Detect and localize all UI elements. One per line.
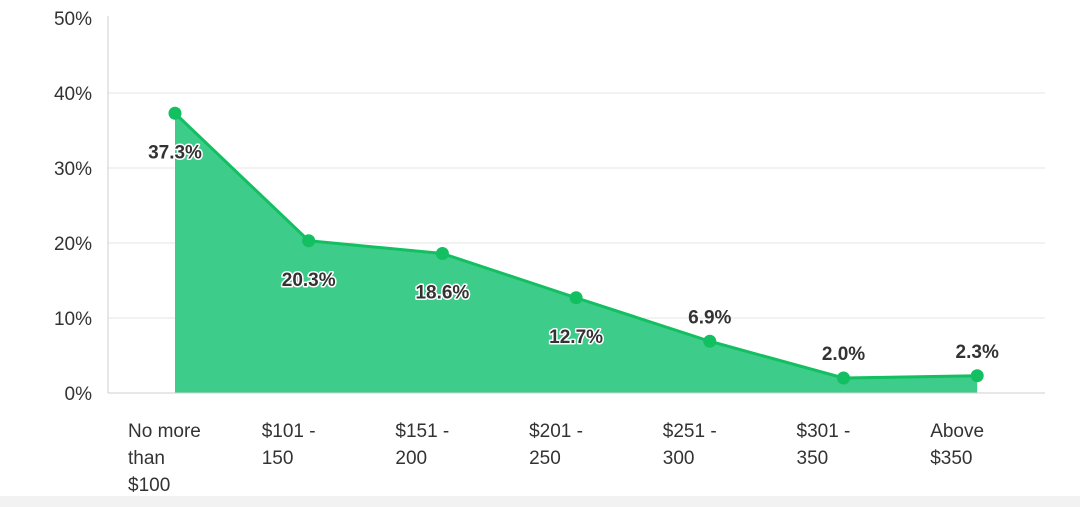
x-tick-label: $201 -250 <box>529 421 583 469</box>
data-point[interactable] <box>970 369 984 383</box>
data-labels: 37.3% 20.3% 18.6% 12.7% 6.9% 2.0% 2.3% <box>147 141 999 365</box>
x-tick-label: $251 -300 <box>663 421 717 469</box>
area-fill <box>175 113 978 393</box>
data-label: 6.9% <box>688 307 731 328</box>
y-tick-label: 50% <box>54 9 92 30</box>
data-label: 2.3% <box>956 342 999 363</box>
data-point[interactable] <box>569 291 583 305</box>
x-tick-label: Above $350 <box>930 421 984 469</box>
y-tick-label: 40% <box>54 84 92 105</box>
data-label: 12.7% <box>549 327 603 348</box>
data-label: 37.3% <box>148 142 202 163</box>
data-point[interactable] <box>703 334 717 348</box>
data-label: 20.3% <box>282 270 336 291</box>
y-tick-label: 20% <box>54 234 92 255</box>
data-markers <box>168 106 984 385</box>
data-point[interactable] <box>302 234 316 248</box>
x-tick-label: $151 -200 <box>395 421 449 469</box>
data-point[interactable] <box>837 371 850 385</box>
y-tick-label: 10% <box>54 309 92 330</box>
x-axis: No more than $100 $101 -150 $151 -200 $201 -2… <box>108 392 1045 496</box>
data-point[interactable] <box>435 247 449 260</box>
x-tick-label: No more than $100 <box>128 421 201 496</box>
data-point[interactable] <box>168 106 182 120</box>
y-axis: 0% 10% 20% 30% 40% 50% <box>54 9 109 405</box>
x-tick-label: $301 -350 <box>797 421 851 469</box>
x-tick-label: $101 -150 <box>262 421 316 469</box>
data-label: 18.6% <box>415 283 469 304</box>
y-tick-label: 0% <box>65 384 93 405</box>
chart-card: 0% 10% 20% 30% 40% 50% 37.3% 20.3% 18.6% 12.7% 6.… <box>0 0 1080 496</box>
area-chart: 0% 10% 20% 30% 40% 50% 37.3% 20.3% 18.6% 12.7% 6.… <box>54 9 1045 496</box>
y-tick-label: 30% <box>54 159 92 180</box>
data-label: 2.0% <box>822 344 865 365</box>
